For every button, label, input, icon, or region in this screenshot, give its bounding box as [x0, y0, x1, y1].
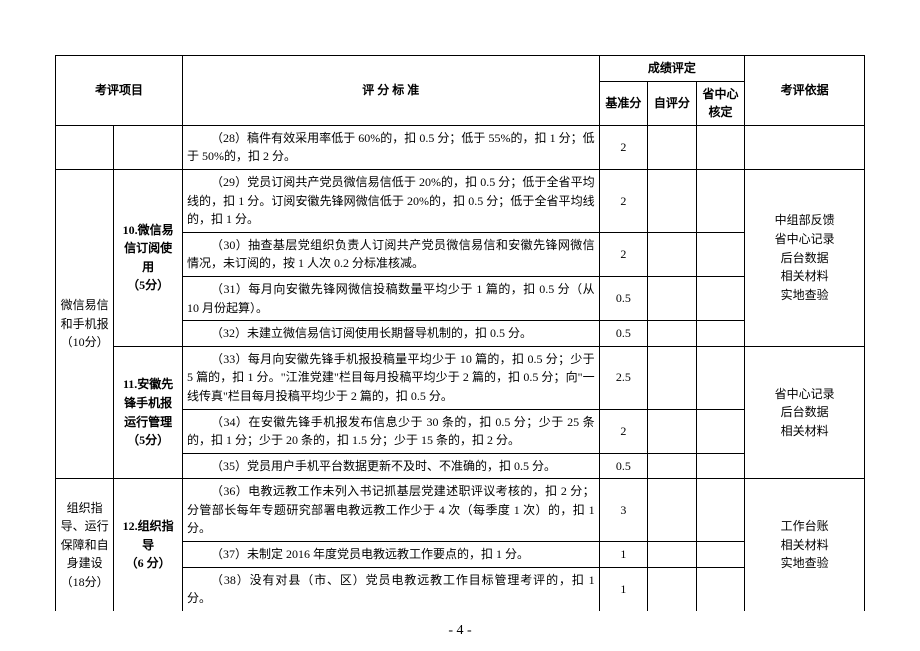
subcategory-cell: 10.微信易信订阅使用 （5分） [114, 169, 183, 346]
verify-score-cell [696, 321, 745, 347]
criteria-cell: （38）没有对县（市、区）党员电教远教工作目标管理考评的，扣 1 分。 [182, 567, 599, 611]
verify-score-cell [696, 125, 745, 169]
basis-cell: 省中心记录 后台数据 相关材料 [745, 346, 865, 479]
self-score-cell [648, 232, 697, 276]
base-score-cell: 2 [599, 169, 648, 232]
verify-score-cell [696, 479, 745, 542]
self-score-cell [648, 346, 697, 409]
table-row: 11.安徽先锋手机报运行管理 （5分）（33）每月向安徽先锋手机报投稿量平均少于… [56, 346, 865, 409]
basis-cell: 工作台账 相关材料 实地查验 [745, 479, 865, 611]
verify-score-cell [696, 409, 745, 453]
table-row: 微信易信和手机报 （10分）10.微信易信订阅使用 （5分）（29）党员订阅共产… [56, 169, 865, 232]
base-score-cell: 0.5 [599, 321, 648, 347]
criteria-cell: （30）抽查基层党组织负责人订阅共产党员微信易信和安徽先锋网微信情况，未订阅的，… [182, 232, 599, 276]
evaluation-table: 考评项目 评 分 标 准 成绩评定 考评依据 基准分 自评分 省中心 核定 （2… [55, 55, 865, 611]
self-score-cell [648, 169, 697, 232]
base-score-cell: 2 [599, 409, 648, 453]
base-score-cell: 2 [599, 232, 648, 276]
verify-score-cell [696, 542, 745, 568]
self-score-cell [648, 409, 697, 453]
subcategory-cell [114, 125, 183, 169]
header-basis: 考评依据 [745, 56, 865, 126]
header-verify: 省中心 核定 [696, 81, 745, 125]
page-number: - 4 - [448, 623, 471, 639]
category-cell: 微信易信和手机报 （10分） [56, 169, 114, 478]
criteria-cell: （36）电教远教工作未列入书记抓基层党建述职评议考核的，扣 2 分；分管部长每年… [182, 479, 599, 542]
criteria-cell: （34）在安徽先锋手机报发布信息少于 30 条的，扣 0.5 分；少于 25 条… [182, 409, 599, 453]
verify-score-cell [696, 232, 745, 276]
criteria-cell: （35）党员用户手机平台数据更新不及时、不准确的，扣 0.5 分。 [182, 453, 599, 479]
header-project: 考评项目 [56, 56, 183, 126]
criteria-cell: （37）未制定 2016 年度党员电教远教工作要点的，扣 1 分。 [182, 542, 599, 568]
criteria-cell: （28）稿件有效采用率低于 60%的，扣 0.5 分；低于 55%的，扣 1 分… [182, 125, 599, 169]
verify-score-cell [696, 346, 745, 409]
base-score-cell: 1 [599, 542, 648, 568]
basis-cell: 中组部反馈 省中心记录 后台数据 相关材料 实地查验 [745, 169, 865, 346]
self-score-cell [648, 453, 697, 479]
verify-score-cell [696, 567, 745, 611]
verify-score-cell [696, 453, 745, 479]
self-score-cell [648, 321, 697, 347]
base-score-cell: 0.5 [599, 453, 648, 479]
criteria-cell: （33）每月向安徽先锋手机报投稿量平均少于 10 篇的，扣 0.5 分；少于 5… [182, 346, 599, 409]
self-score-cell [648, 542, 697, 568]
header-score-group: 成绩评定 [599, 56, 745, 82]
basis-cell [745, 125, 865, 169]
self-score-cell [648, 276, 697, 320]
verify-score-cell [696, 276, 745, 320]
base-score-cell: 1 [599, 567, 648, 611]
base-score-cell: 2 [599, 125, 648, 169]
self-score-cell [648, 125, 697, 169]
category-cell: 组织指导、运行保障和自身建设 （18分） [56, 479, 114, 611]
verify-score-cell [696, 169, 745, 232]
header-standard: 评 分 标 准 [182, 56, 599, 126]
header-self: 自评分 [648, 81, 697, 125]
criteria-cell: （31）每月向安徽先锋网微信投稿数量平均少于 1 篇的，扣 0.5 分（从 10… [182, 276, 599, 320]
criteria-cell: （32）未建立微信易信订阅使用长期督导机制的，扣 0.5 分。 [182, 321, 599, 347]
category-cell [56, 125, 114, 169]
criteria-cell: （29）党员订阅共产党员微信易信低于 20%的，扣 0.5 分；低于全省平均线的… [182, 169, 599, 232]
subcategory-cell: 11.安徽先锋手机报运行管理 （5分） [114, 346, 183, 479]
self-score-cell [648, 567, 697, 611]
base-score-cell: 3 [599, 479, 648, 542]
self-score-cell [648, 479, 697, 542]
base-score-cell: 0.5 [599, 276, 648, 320]
table-row: 组织指导、运行保障和自身建设 （18分）12.组织指导 （6 分）（36）电教远… [56, 479, 865, 542]
base-score-cell: 2.5 [599, 346, 648, 409]
header-base: 基准分 [599, 81, 648, 125]
subcategory-cell: 12.组织指导 （6 分） [114, 479, 183, 611]
table-row: （28）稿件有效采用率低于 60%的，扣 0.5 分；低于 55%的，扣 1 分… [56, 125, 865, 169]
